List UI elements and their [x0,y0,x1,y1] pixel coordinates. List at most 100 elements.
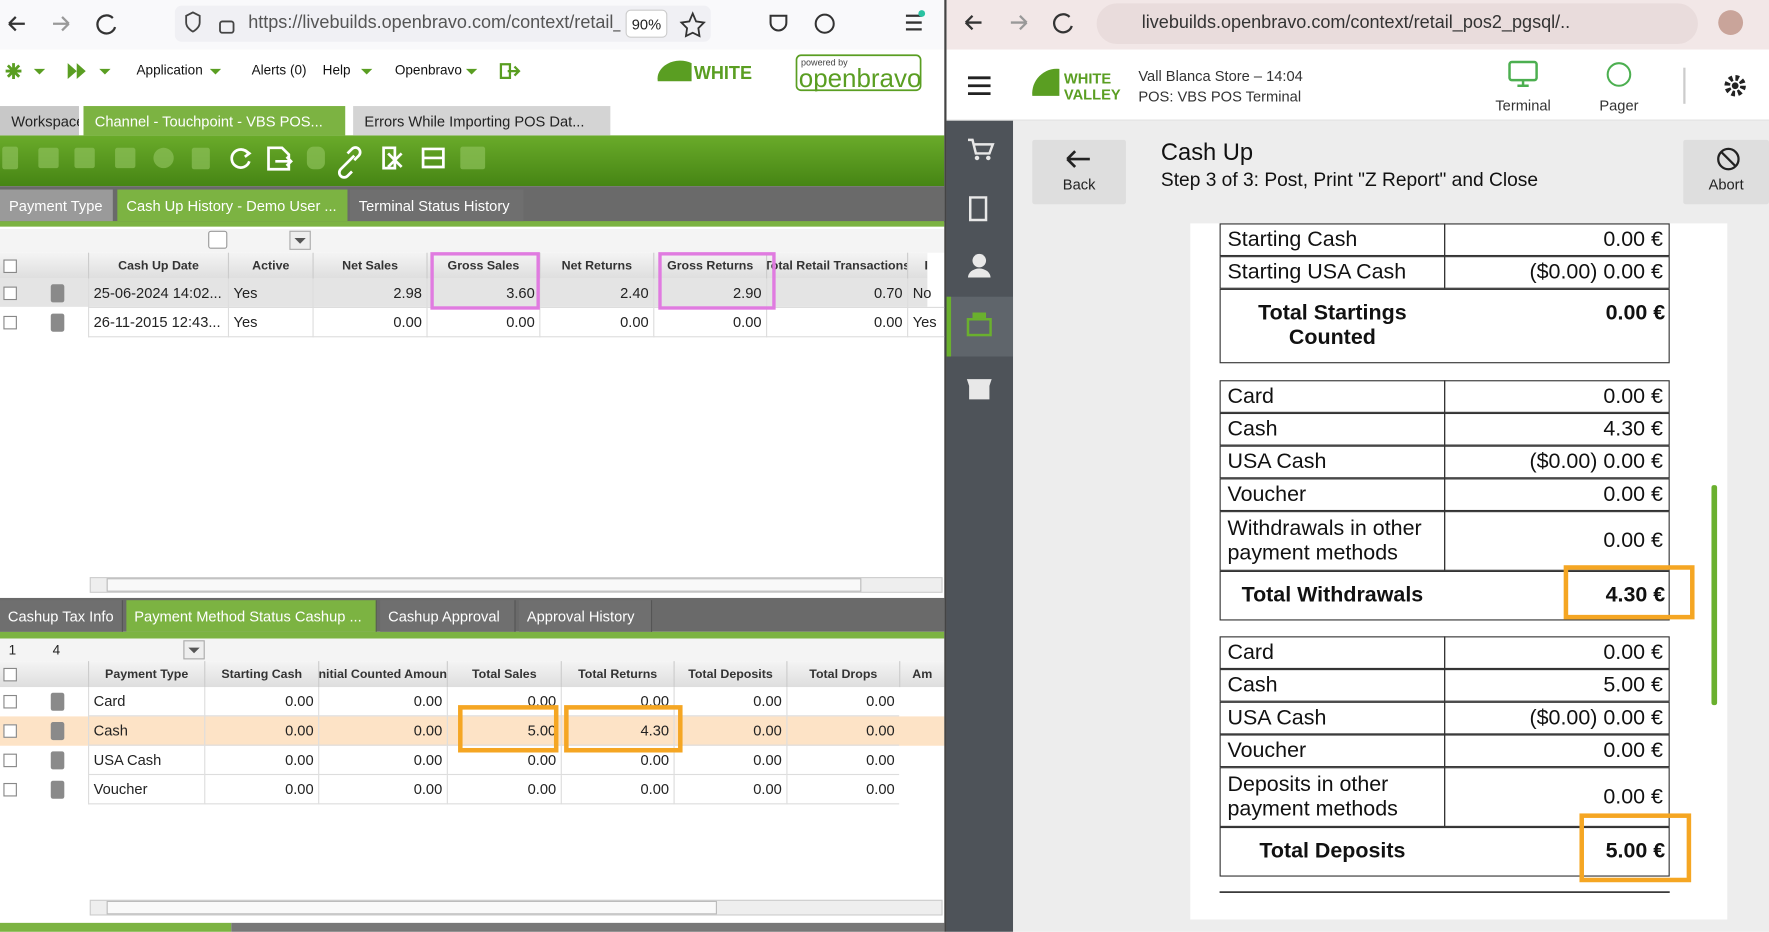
grid-cell: Yes [907,307,945,338]
header-button[interactable]: Pager [1599,96,1639,114]
row-checkbox[interactable] [3,724,17,738]
row-form-icon[interactable] [50,284,65,303]
summary-label: Cash [1219,669,1446,702]
row-checkbox[interactable] [3,782,17,797]
grid-cell: 0.00 [312,307,427,338]
header-button[interactable]: Terminal [1495,96,1551,114]
store-info: Vall Blanca Store – 14:04 [1138,67,1303,85]
column-header[interactable]: Total Sales [446,661,561,688]
column-header[interactable]: Starting Cash [204,661,318,688]
grid-cell: 0.00 [446,687,561,717]
row-form-icon[interactable] [50,692,65,711]
row-checkbox[interactable] [3,286,17,301]
grid-cell: 0.00 [318,745,447,776]
summary-value: 5.00 € [1444,669,1670,702]
grid-cell: Card [87,687,205,717]
window-tab[interactable]: Errors While Importing POS Dat... [353,106,611,136]
select-all-checkbox[interactable] [3,667,17,682]
grid-cell: 0.00 [204,687,319,717]
summary-label: Starting Cash [1219,223,1446,257]
total-label: Total Startings Counted [1258,301,1407,350]
column-header[interactable]: Active [227,252,313,279]
menu-item[interactable]: Alerts (0) [251,62,307,78]
back-button[interactable]: Back [1062,175,1096,193]
brand: WHITE VALLEY [1063,69,1121,103]
row-checkbox[interactable] [3,694,17,709]
zoom-level[interactable]: 90% [631,15,662,33]
step-text: Step 3 of 3: Post, Print "Z Report" and … [1160,169,1539,191]
grid-cell: Voucher [87,775,205,805]
row-checkbox[interactable] [3,753,17,768]
filter-value[interactable]: 1 [8,641,17,658]
row-form-icon[interactable] [50,751,65,770]
total-value: 5.00 € [1605,839,1666,864]
grid-cell: 0.00 [673,687,787,717]
grid-cell: 0.00 [766,307,908,338]
column-header[interactable]: Total Retail Transactions [766,252,907,279]
summary-value: 0.00 € [1444,734,1670,768]
summary-label: Deposits in other payment methods [1219,767,1446,827]
filter-value[interactable]: 4 [52,641,61,658]
summary-value: 0.00 € [1444,223,1670,257]
sub-tab[interactable]: Approval History [518,600,653,632]
column-header[interactable]: Gross Returns [653,252,766,279]
row-checkbox[interactable] [3,315,17,330]
window-tab[interactable]: Channel - Touchpoint - VBS POS... [83,106,346,136]
grid-cell: 0.00 [204,775,319,805]
sub-tab[interactable]: Payment Type [0,189,113,222]
summary-label: Withdrawals in other payment methods [1219,511,1446,571]
grid-cell: 3.60 [426,278,540,308]
total-label: Total Deposits [1259,839,1406,864]
column-header[interactable]: Gross Sales [426,252,539,279]
row-form-icon[interactable] [50,313,65,332]
column-header[interactable]: Total Drops [786,661,899,688]
summary-value: ($0.00) 0.00 € [1444,701,1670,735]
sub-tab[interactable]: Payment Method Status Cashup ... [126,600,377,632]
summary-value: 0.00 € [1444,511,1670,571]
column-header[interactable]: Am [899,661,944,688]
column-header[interactable]: I [907,252,944,279]
summary-label: Cash [1219,412,1446,446]
row-form-icon[interactable] [50,722,65,741]
grid-cell: 0.00 [786,687,900,717]
grid-cell: 0.00 [446,745,561,776]
column-header[interactable]: Payment Type [87,661,204,688]
grid-cell: 0.00 [204,716,319,746]
grid-cell: 0.00 [539,307,654,338]
column-header[interactable]: Net Sales [312,252,427,279]
grid-cell: 0.00 [786,716,900,746]
column-header[interactable]: Net Returns [539,252,653,279]
page-title: Cash Up [1160,139,1254,166]
menu-item[interactable]: Help [322,62,351,78]
grid-cell: 0.00 [426,307,540,338]
sub-tab[interactable]: Cash Up History - Demo User ... [117,189,348,222]
grid-cell: No [907,278,945,308]
select-all-checkbox[interactable] [3,259,17,274]
abort-button[interactable]: Abort [1708,175,1744,193]
grid-cell: 0.00 [653,307,767,338]
sub-tab[interactable]: Cashup Tax Info [0,600,123,632]
grid-cell: 0.00 [318,687,447,717]
url-text[interactable]: livebuilds.openbravo.com/context/retail_… [1141,13,1571,33]
column-header[interactable]: Total Deposits [673,661,787,688]
grid-cell: 0.00 [560,687,674,717]
row-form-icon[interactable] [50,780,65,799]
summary-label: Voucher [1219,478,1446,512]
column-header[interactable]: Total Returns [560,661,674,688]
column-header[interactable]: Cash Up Date [87,252,228,279]
sub-tab[interactable]: Terminal Status History [349,189,524,222]
window-tab[interactable]: Workspace [0,106,79,136]
grid-cell: 25-06-2024 14:02... [87,278,228,308]
summary-label: USA Cash [1219,445,1446,479]
column-header[interactable]: Initial Counted Amount [318,661,447,688]
url-text[interactable]: https://livebuilds.openbravo.com/context… [248,13,621,33]
grid-cell: 4.30 [560,716,674,746]
menu-item[interactable]: Application [136,62,203,78]
sub-tab[interactable]: Cashup Approval [380,600,516,632]
grid-cell: 26-11-2015 12:43... [87,307,228,338]
grid-cell: 0.00 [673,775,787,805]
menu-item[interactable]: Openbravo [394,62,462,78]
